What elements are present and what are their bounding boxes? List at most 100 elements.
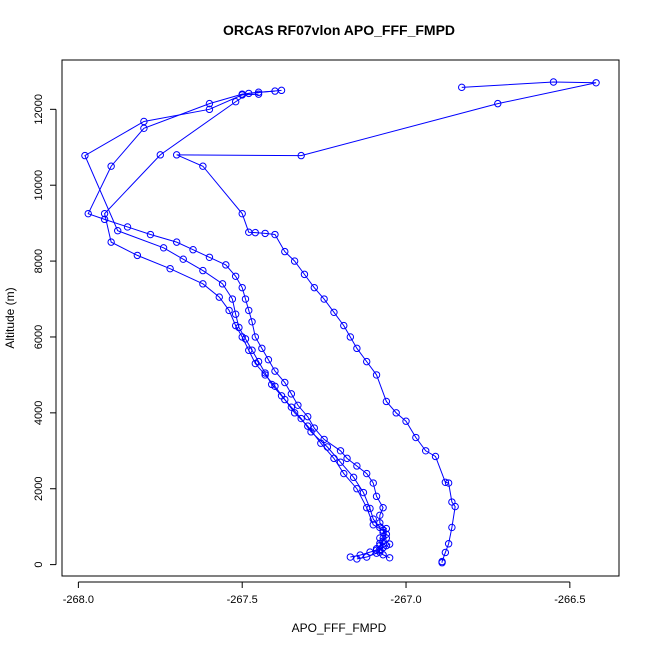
data-point [271,367,279,375]
data-point [245,306,253,315]
data-point [199,162,207,170]
data-point [228,295,237,303]
data-point [392,409,400,417]
x-tick-label: -267.0 [390,594,421,606]
data-point [251,333,260,341]
x-axis-label: APO_FFF_FMPD [292,621,387,635]
data-point [231,310,240,318]
data-point [261,371,269,379]
data-point [281,395,289,404]
data-point [353,344,361,353]
data-point [287,403,296,411]
data-point [140,117,148,126]
data-point [343,454,351,463]
data-point [166,264,174,273]
data-point [114,227,122,235]
data-point [310,283,318,292]
data-point [225,306,233,315]
data-point [356,551,364,559]
data-point [231,98,240,106]
data-point [363,553,371,561]
plot-frame [61,59,620,577]
data-point [199,280,207,288]
data-point [307,428,315,436]
y-tick-label: 4000 [33,401,45,425]
data-point [290,409,299,417]
data-point [317,439,325,447]
y-tick-label: 6000 [33,325,45,349]
series-4 [172,78,600,567]
data-point [159,244,168,252]
data-point [290,257,299,265]
data-point [205,99,214,108]
data-point [421,447,430,455]
y-tick-label: 12000 [33,94,45,125]
data-point [372,492,381,501]
data-point [245,346,253,354]
data-point [379,526,387,535]
data-point [254,90,263,98]
x-tick-label: -267.5 [227,594,258,606]
data-point [340,469,348,478]
data-point [238,283,246,292]
data-point [238,333,246,341]
y-tick-label: 2000 [33,476,45,500]
data-point [100,215,109,224]
data-point [107,162,115,170]
data-point [336,458,345,466]
plot-area [81,78,600,567]
data-point [438,557,446,566]
x-axis: -268.0 -267.5 -267.0 -266.5 [63,581,585,606]
data-point [222,261,230,269]
data-point [330,308,338,317]
data-point [258,344,266,353]
data-point [320,295,328,303]
y-tick-label: 8000 [33,249,45,273]
data-point [304,412,312,421]
data-point [369,479,377,487]
y-axis-label: Altitude (m) [3,287,17,348]
data-point [245,228,253,236]
series-line [104,89,387,558]
data-point [287,390,296,398]
y-tick-label: 0 [33,562,45,568]
data-point [294,401,302,409]
data-point [431,452,440,461]
data-point [448,498,456,506]
data-point [353,485,361,493]
x-tick-label: -268.0 [63,594,94,606]
data-point [448,523,456,532]
data-point [248,318,256,326]
data-point [189,246,197,254]
data-point [379,504,387,512]
data-point [385,540,394,548]
data-point [592,79,600,87]
data-point [205,105,214,114]
y-tick-label: 10000 [33,170,45,201]
data-point [199,266,207,275]
data-point [123,223,132,231]
data-point [271,382,279,390]
data-point [359,488,368,497]
data-point [81,151,89,160]
data-point [304,422,312,430]
data-point [444,540,453,548]
data-point [372,371,381,379]
data-point [300,270,309,279]
data-point [382,397,391,406]
data-point [330,454,338,463]
data-point [281,247,289,256]
data-point [107,238,115,246]
data-point [264,356,273,364]
data-point [402,417,410,425]
data-point [251,359,260,368]
data-point [363,469,371,478]
data-point [172,238,181,246]
data-point [346,333,355,341]
x-tick-label: -266.5 [554,594,585,606]
data-point [205,253,214,261]
data-point [231,321,240,330]
data-point [215,293,223,301]
series-line [176,81,597,563]
